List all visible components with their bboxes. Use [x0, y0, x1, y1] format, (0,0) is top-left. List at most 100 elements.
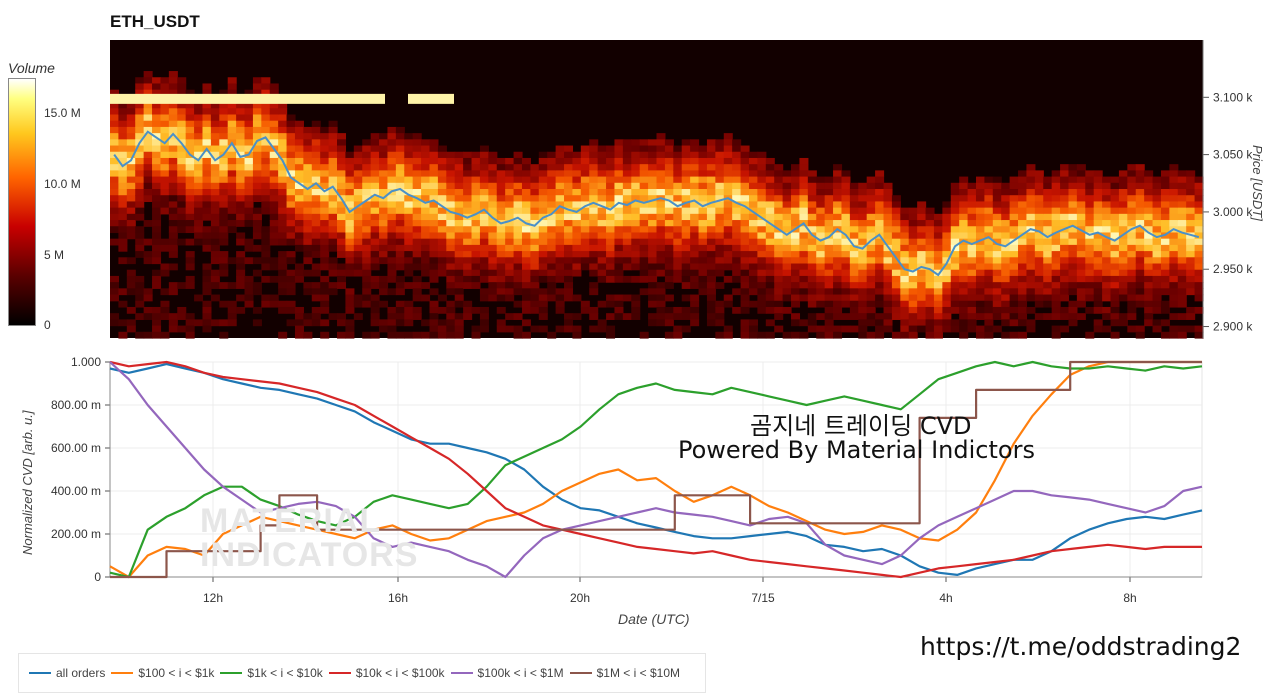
heatmap-cell — [404, 238, 414, 246]
heatmap-cell — [933, 306, 943, 314]
heatmap-cell — [1026, 269, 1036, 277]
heatmap-cell — [589, 257, 599, 265]
heatmap-cell — [757, 182, 767, 190]
legend-item[interactable]: $100 < i < $1k — [111, 666, 214, 680]
heatmap-cell — [866, 182, 876, 190]
heatmap-cell — [118, 157, 128, 165]
heatmap-cell — [1001, 269, 1011, 277]
heatmap-cell — [933, 238, 943, 246]
heatmap-cell — [706, 257, 716, 265]
heatmap-cell — [236, 108, 246, 116]
heatmap-cell — [479, 145, 489, 153]
heatmap-cell — [908, 251, 918, 258]
heatmap-cell — [1127, 282, 1137, 289]
heatmap-cell — [807, 269, 817, 277]
heatmap-cell — [1043, 251, 1053, 258]
heatmap-cell — [110, 313, 120, 320]
heatmap-cell — [1001, 220, 1011, 227]
heatmap-cell — [505, 170, 515, 178]
heatmap-cell — [774, 176, 784, 184]
legend-swatch — [29, 672, 51, 674]
heatmap-cell — [210, 176, 220, 184]
heatmap-cell — [572, 157, 582, 165]
heatmap-cell — [572, 257, 582, 265]
heatmap-cell — [168, 238, 178, 246]
heatmap-cell — [521, 288, 531, 296]
heatmap-cell — [261, 182, 271, 190]
heatmap-cell — [799, 226, 809, 234]
heatmap-cell — [967, 294, 977, 302]
heatmap-cell — [269, 275, 279, 283]
heatmap-cell — [387, 232, 397, 240]
heatmap-cell — [538, 170, 548, 178]
heatmap-cell — [244, 114, 254, 122]
heatmap-cell — [748, 189, 758, 196]
heatmap-cell — [278, 139, 288, 147]
legend-item[interactable]: $100k < i < $1M — [450, 666, 564, 680]
heatmap-cell — [1194, 189, 1204, 196]
heatmap-cell — [681, 282, 691, 289]
heatmap-cell — [152, 182, 162, 190]
heatmap-cell — [1018, 275, 1028, 283]
telegram-link[interactable]: https://t.me/oddstrading2 — [920, 632, 1242, 661]
heatmap-cell — [1043, 257, 1053, 265]
heatmap-cell — [1060, 251, 1070, 258]
heatmap-cell — [446, 275, 456, 283]
heatmap-cell — [1018, 263, 1028, 271]
heatmap-cell — [362, 195, 372, 203]
heatmap-cell — [269, 151, 279, 159]
heatmap-cell — [496, 288, 506, 296]
heatmap-cell — [252, 232, 262, 240]
heatmap-cell — [513, 282, 523, 289]
heatmap-cell — [606, 275, 616, 283]
heatmap-cell — [185, 139, 195, 147]
heatmap-cell — [942, 282, 952, 289]
heatmap-cell — [177, 313, 187, 320]
heatmap-cell — [1093, 220, 1103, 227]
heatmap-cell — [992, 294, 1002, 302]
heatmap-cell — [690, 164, 700, 171]
heatmap-cell — [252, 139, 262, 147]
heatmap-cell — [799, 251, 809, 258]
heatmap-cell — [412, 201, 422, 209]
heatmap-cell — [622, 294, 632, 302]
heatmap-cell — [1051, 269, 1061, 277]
heatmap-cell — [1001, 251, 1011, 258]
heatmap-cell — [454, 319, 464, 327]
legend-item[interactable]: $1M < i < $10M — [569, 666, 680, 680]
heatmap-cell — [219, 257, 229, 265]
heatmap-cell — [1043, 313, 1053, 320]
heatmap-cell — [690, 319, 700, 327]
heatmap-cell — [555, 201, 565, 209]
heatmap-cell — [513, 313, 523, 320]
heatmap-cell — [555, 275, 565, 283]
heatmap-cell — [303, 288, 313, 296]
heatmap-cell — [252, 220, 262, 227]
heatmap-cell — [833, 313, 843, 320]
heatmap-cell — [732, 232, 742, 240]
heatmap-cell — [404, 226, 414, 234]
legend-item[interactable]: $10k < i < $100k — [328, 666, 445, 680]
heatmap-cell — [1118, 263, 1128, 271]
heatmap-cell — [320, 182, 330, 190]
heatmap-cell — [1093, 282, 1103, 289]
heatmap-cell — [622, 238, 632, 246]
legend-item[interactable]: all orders — [29, 666, 105, 680]
heatmap-cell — [580, 238, 590, 246]
heatmap-cell — [925, 213, 935, 221]
heatmap-cell — [891, 306, 901, 314]
heatmap-cell — [908, 294, 918, 302]
heatmap-cell — [917, 306, 927, 314]
heatmap-cell — [1144, 269, 1154, 277]
heatmap-cell — [572, 325, 582, 333]
heatmap-cell — [135, 282, 145, 289]
heatmap-cell — [387, 275, 397, 283]
heatmap-cell — [311, 251, 321, 258]
heatmap-cell — [143, 77, 153, 85]
legend-item[interactable]: $1k < i < $10k — [220, 666, 323, 680]
heatmap-cell — [538, 313, 548, 320]
heatmap-cell — [1060, 257, 1070, 265]
heatmap-cell — [681, 244, 691, 252]
heatmap-cell — [631, 306, 641, 314]
heatmap-cell — [337, 331, 347, 339]
